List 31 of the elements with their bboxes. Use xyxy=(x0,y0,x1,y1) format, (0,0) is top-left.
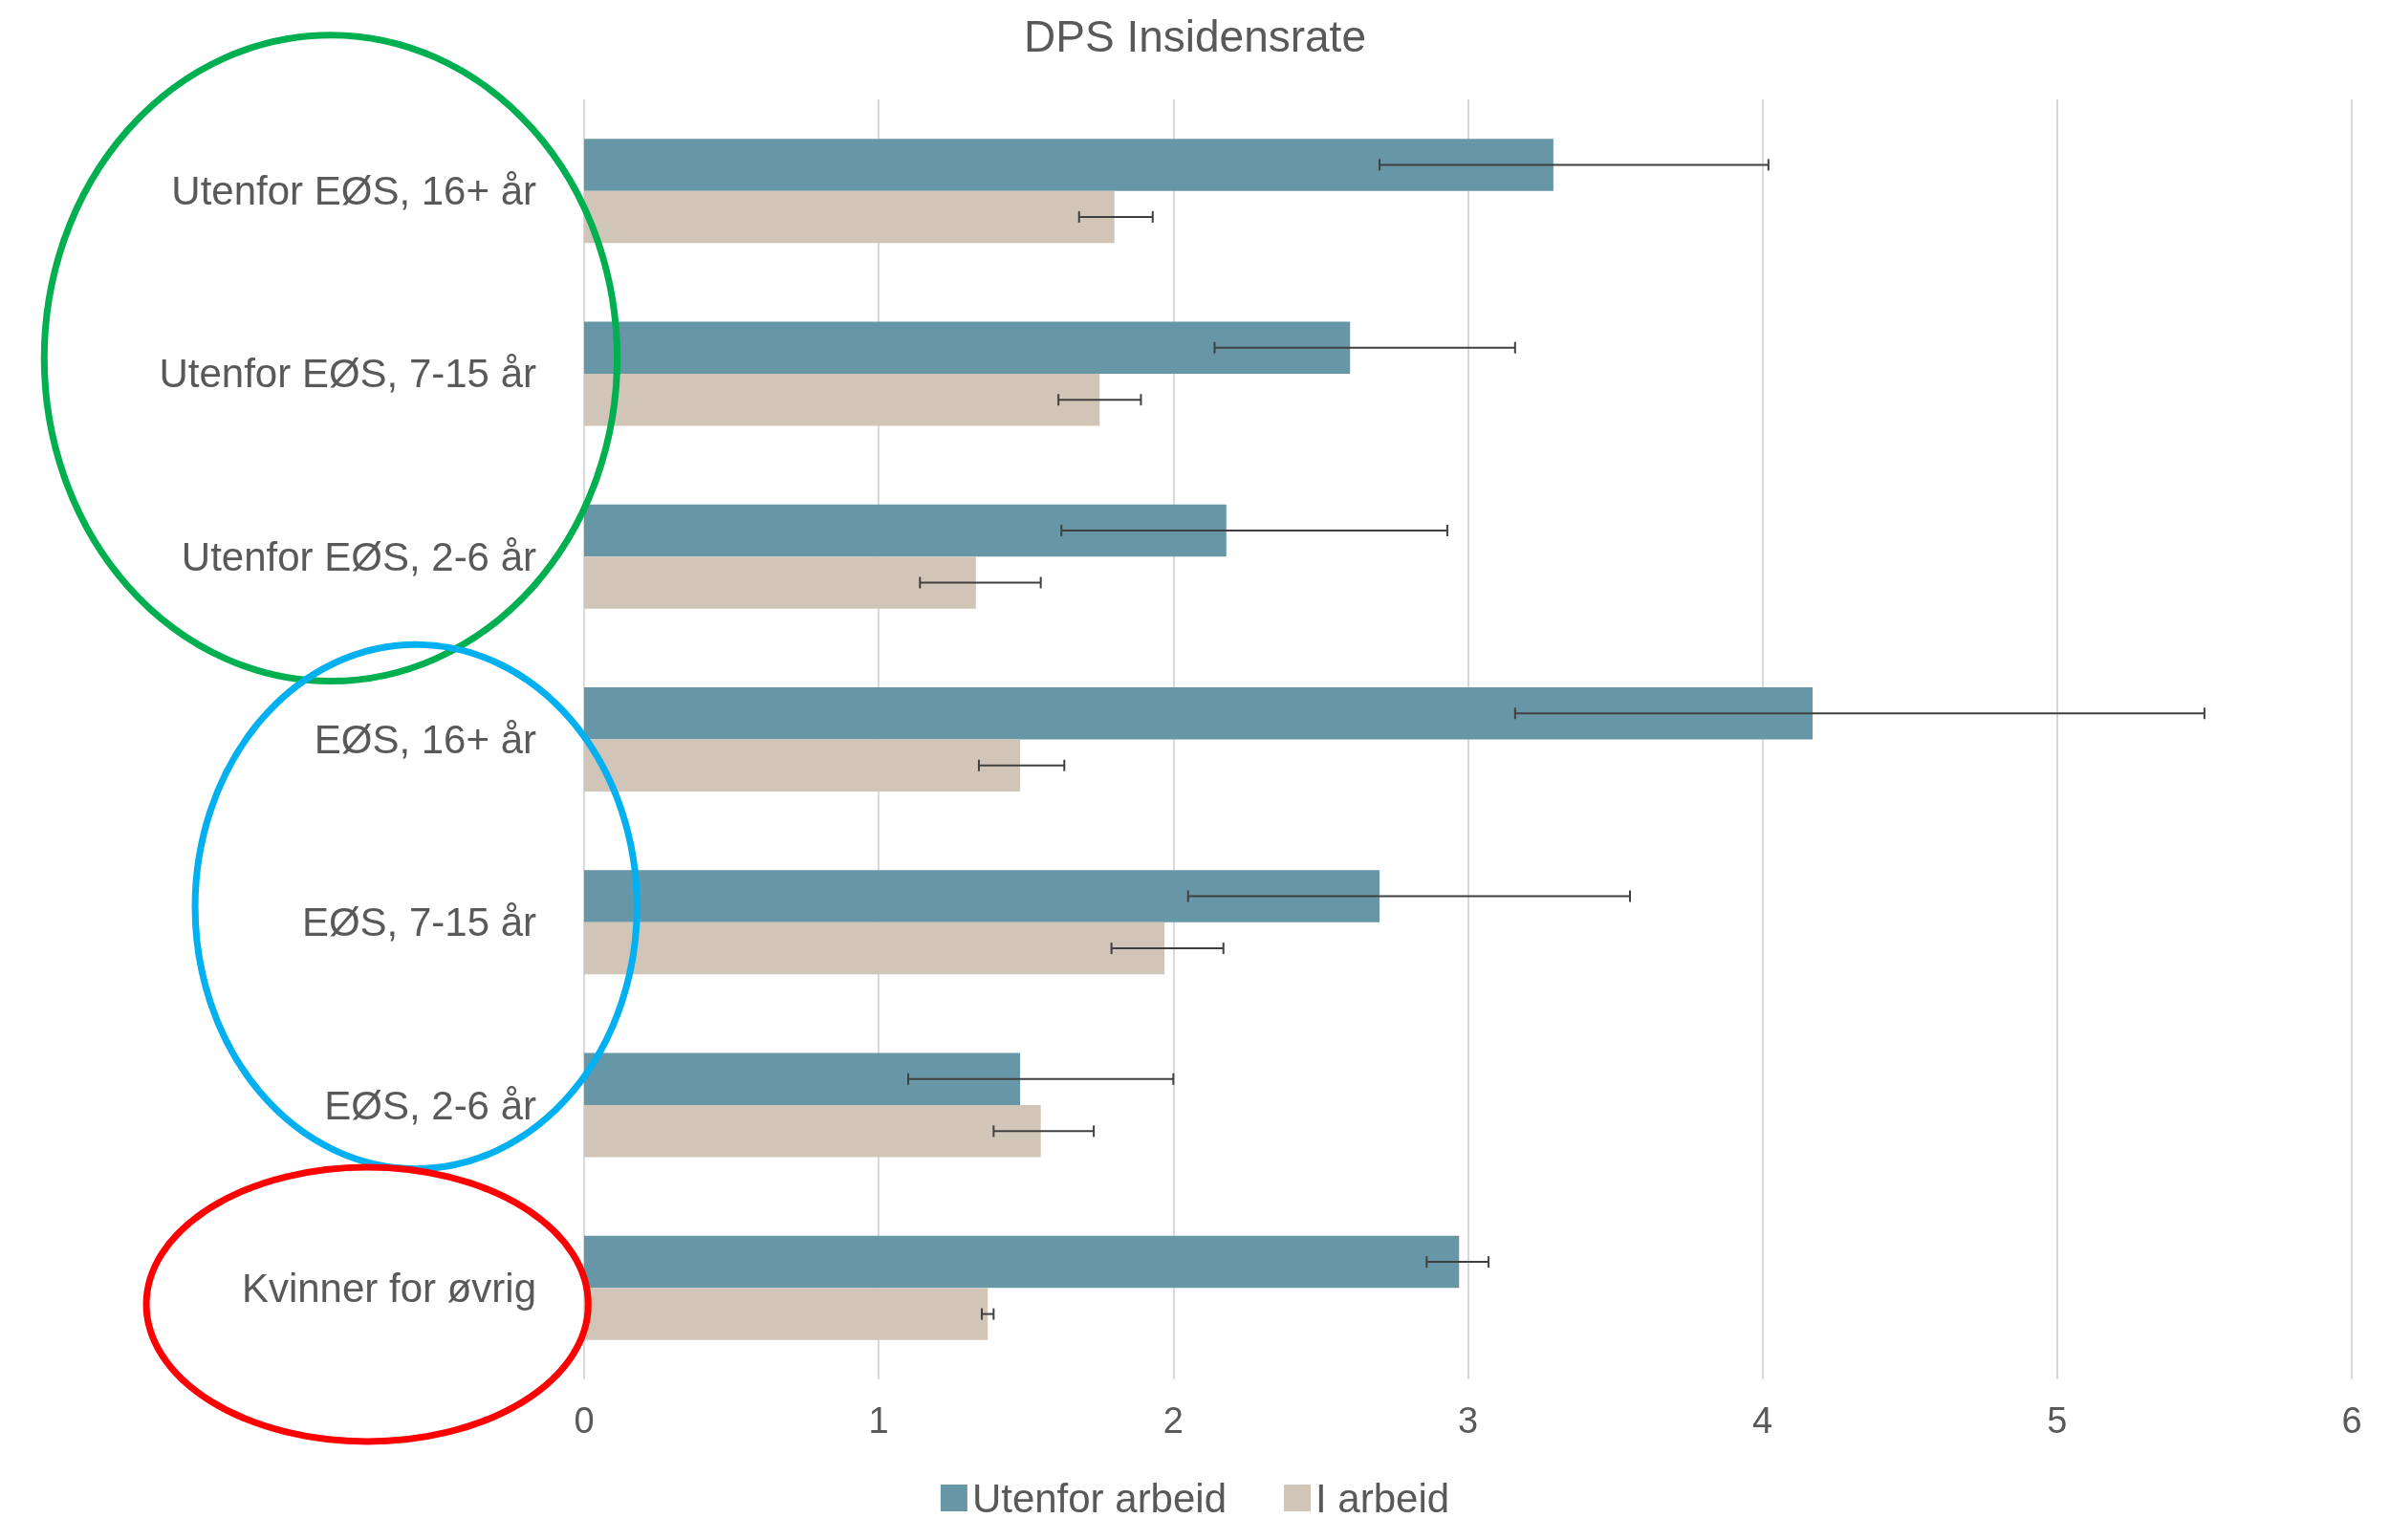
y-tick-label: EØS, 16+ år xyxy=(314,717,537,762)
bar xyxy=(584,139,1554,191)
y-tick-label: Utenfor EØS, 2-6 år xyxy=(181,533,537,579)
bar xyxy=(584,1105,1041,1158)
bar xyxy=(584,1235,1460,1289)
x-tick-label: 0 xyxy=(574,1400,595,1441)
x-tick-label: 2 xyxy=(1162,1400,1184,1441)
bar xyxy=(584,1052,1021,1106)
bar xyxy=(584,686,1814,740)
x-tick-label: 3 xyxy=(1457,1400,1479,1441)
chart-title: DPS Insidensrate xyxy=(1024,11,1366,61)
legend-label: Utenfor arbeid xyxy=(971,1475,1228,1521)
bar xyxy=(584,739,1021,792)
bar xyxy=(584,922,1165,975)
x-tick-label: 5 xyxy=(2047,1400,2068,1441)
y-tick-label: EØS, 2-6 år xyxy=(324,1082,536,1128)
x-tick-label: 4 xyxy=(1752,1400,1773,1441)
bar xyxy=(584,373,1100,426)
bar xyxy=(584,321,1351,374)
y-tick-label: EØS, 7-15 år xyxy=(301,900,537,945)
bar xyxy=(584,504,1227,557)
bar xyxy=(584,1288,989,1340)
y-tick-label: Kvinner for øvrig xyxy=(241,1265,536,1311)
x-tick-label: 1 xyxy=(868,1400,889,1441)
bar xyxy=(584,190,1115,244)
bar xyxy=(584,870,1380,922)
y-tick-label: Utenfor EØS, 7-15 år xyxy=(159,351,537,397)
bar xyxy=(584,556,976,609)
y-tick-label: Utenfor EØS, 16+ år xyxy=(171,168,536,214)
x-tick-label: 6 xyxy=(2341,1400,2362,1441)
legend-label: I arbeid xyxy=(1315,1475,1450,1521)
